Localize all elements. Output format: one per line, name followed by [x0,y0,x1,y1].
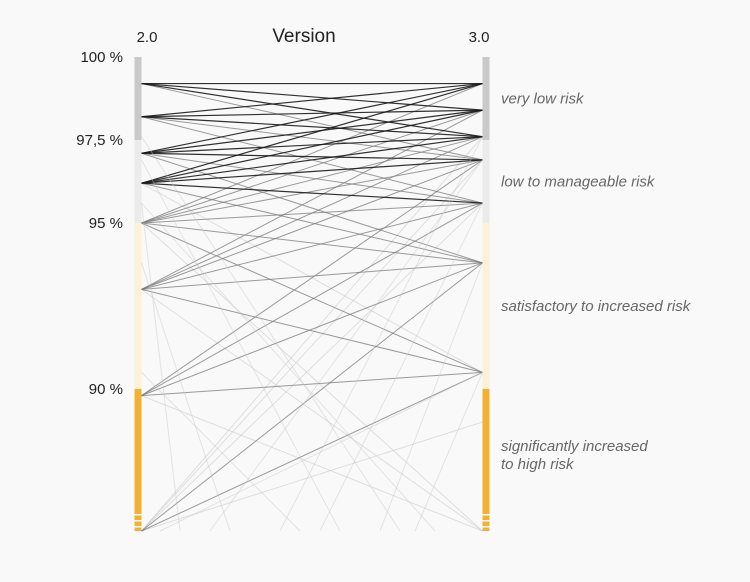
background-line-5 [141,202,436,532]
background-line-r-1 [209,159,483,532]
band-label-0-line-0: very low risk [501,91,585,108]
connection-line-4 [141,82,483,118]
connection-line-40 [141,371,483,397]
bar-notch-left-1 [134,520,142,522]
connection-line-17 [141,136,483,184]
connection-line-39 [141,262,483,397]
y-tick-label-3: 90 % [89,381,123,398]
background-line-r-0 [159,371,483,532]
connection-line-6 [141,116,483,138]
bar-notch-right-2 [482,526,490,528]
background-line-r-3 [319,202,483,532]
connection-line-12 [141,152,483,161]
band-left-1 [134,140,142,223]
connection-line-33 [141,202,483,290]
connection-line-19 [141,182,483,204]
band-right-0 [482,57,490,140]
connection-line-36 [141,288,483,532]
connection-line-32 [141,159,483,290]
connection-line-29 [141,222,483,532]
connection-line-1 [141,82,483,111]
band-label-2-line-0: satisfactory to increased risk [501,298,692,315]
band-left-3 [134,389,142,531]
connection-line-20 [141,182,483,264]
background-line-2 [141,372,301,532]
category-label-right: 3.0 [469,29,490,46]
risk-bands-version-2 [134,57,142,531]
y-tick-label-0: 100 % [80,49,123,66]
connection-line-45 [141,159,483,532]
connection-line-41 [141,395,483,532]
connection-line-11 [141,136,483,154]
connection-line-44 [141,202,483,532]
band-labels: very low risk low to manageable risk satis… [501,91,692,474]
background-line-1 [141,262,231,532]
background-line-4 [141,136,401,532]
connection-line-43 [141,371,483,532]
band-right-3 [482,389,490,531]
background-line-r-5 [414,372,483,532]
connection-line-2 [141,82,483,138]
connection-line-13 [141,152,483,204]
connection-line-42 [141,262,483,532]
band-label-3-line-1: to high risk [501,456,575,473]
connection-line-24 [141,136,483,224]
band-label-3-line-0: significantly increased [501,438,648,455]
risk-bands-version-3 [482,57,490,531]
category-label-left: 2.0 [137,29,158,46]
background-line-0 [141,203,181,532]
connection-line-15 [141,82,483,184]
band-right-1 [482,140,490,223]
background-line-r-4 [379,262,483,532]
chart-title: Version [272,26,335,47]
connection-line-34 [141,262,483,290]
connection-line-35 [141,288,483,373]
bar-notch-left-2 [134,526,142,528]
band-right-2 [482,223,490,389]
background-line-3 [141,159,341,532]
connection-line-27 [141,222,483,264]
connection-line-16 [141,109,483,184]
connection-line-5 [141,109,483,118]
bar-notch-right-1 [482,520,490,522]
background-line-r-2 [279,136,483,532]
connection-lines [141,82,483,532]
band-label-1-line-0: low to manageable risk [501,174,656,191]
connection-line-10 [141,109,483,154]
y-tick-label-2: 95 % [89,215,123,232]
bar-notch-left-0 [134,514,142,516]
band-left-0 [134,57,142,140]
connection-line-23 [141,109,483,224]
y-tick-label-1: 97,5 % [76,132,123,149]
bar-notch-right-0 [482,514,490,516]
y-axis-ticks: 100 % 97,5 % 95 % 90 % [76,49,123,398]
connection-line-31 [141,136,483,290]
connection-line-46 [141,136,483,532]
connection-line-9 [141,82,483,154]
connection-line-7 [141,116,483,161]
connection-line-25 [141,159,483,224]
connection-line-3 [141,83,483,161]
band-left-2 [134,223,142,389]
connection-line-18 [141,159,483,184]
connection-line-47 [141,421,483,532]
connection-line-22 [141,83,483,224]
connection-line-28 [141,222,483,373]
connection-line-38 [141,202,483,397]
